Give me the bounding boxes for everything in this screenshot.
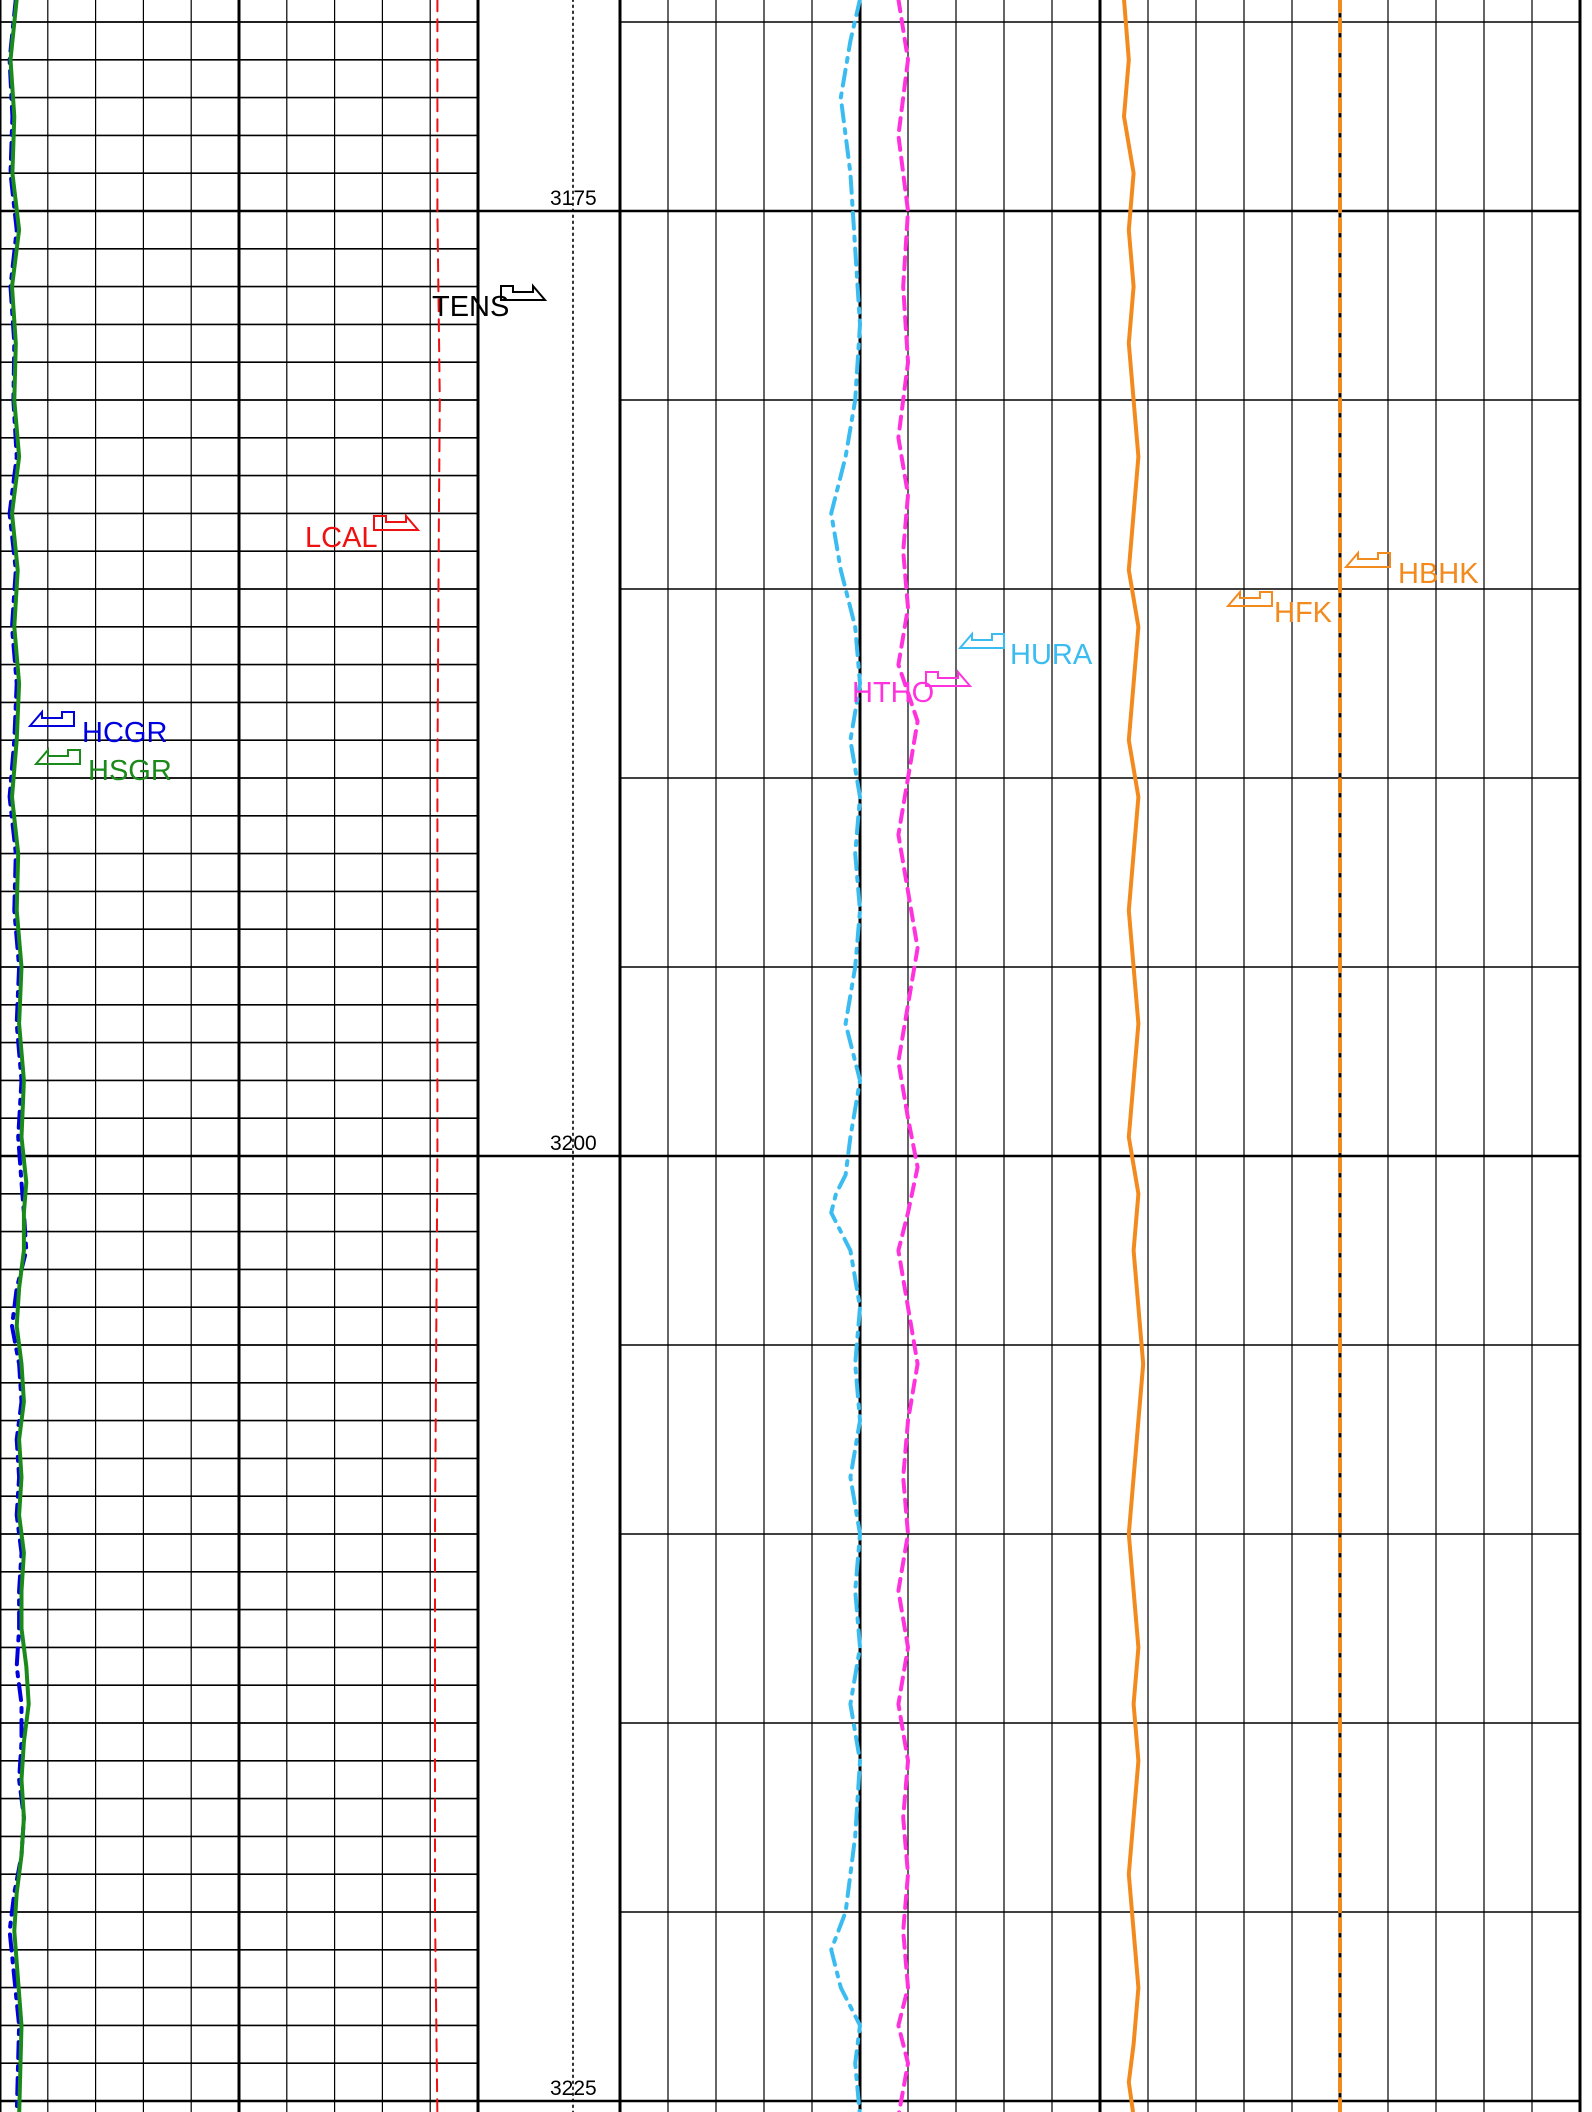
curve-label-text: LCAL	[305, 522, 378, 554]
curve-label-hcgr: HCGR	[27, 709, 167, 749]
curve-label-htho: HTHO	[852, 669, 973, 709]
depth-track: 3175 3200 3225	[550, 187, 597, 2100]
curve-hura	[829, 0, 862, 2112]
curve-label-lcal: LCAL	[305, 513, 421, 554]
curve-label-tens: TENS	[432, 283, 548, 323]
curve-flag-icon	[1343, 550, 1391, 568]
curves	[7, 0, 1342, 2112]
depth-label: 3225	[550, 2077, 597, 2100]
curve-hfk	[1122, 0, 1146, 2112]
curve-flag-icon	[957, 631, 1005, 649]
curve-label-text: HCGR	[82, 717, 167, 749]
depth-label: 3200	[550, 1132, 597, 1155]
curve-label-text: HSGR	[88, 755, 172, 787]
depth-label: 3175	[550, 187, 597, 210]
curve-label-text: HBHK	[1398, 558, 1479, 590]
curve-flag-icon	[373, 513, 421, 531]
curve-label-hura: HURA	[957, 631, 1093, 671]
curve-label-hsgr: HSGR	[33, 747, 172, 787]
grid-track-3	[1098, 0, 1582, 2112]
curve-flag-icon	[1225, 589, 1273, 607]
curve-flag-icon	[33, 747, 81, 765]
curve-htho	[896, 0, 920, 2112]
curve-label-hbhk: HBHK	[1343, 550, 1479, 590]
curve-label-text: TENS	[432, 291, 509, 323]
curve-label-hfk: HFK	[1225, 589, 1333, 629]
grid-track-1	[0, 0, 480, 2112]
curve-lcal	[434, 0, 441, 2112]
curve-hsgr	[8, 0, 31, 2112]
curve-flag-icon	[27, 709, 75, 727]
curve-flag-icon	[925, 669, 973, 687]
curve-label-text: HURA	[1010, 639, 1093, 671]
curve-label-text: HFK	[1274, 597, 1333, 629]
curve-flag-icon	[500, 283, 548, 301]
curve-label-text: HTHO	[852, 677, 934, 709]
curve-labels: HCGR HSGR LCAL TENS HURA HTHO HFK HBHK	[27, 283, 1479, 787]
